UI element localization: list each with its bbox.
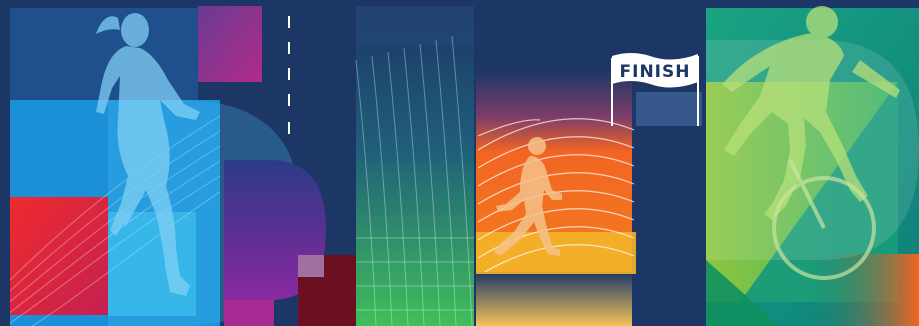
magenta-block <box>198 6 262 82</box>
female-runner-silhouette <box>96 13 200 296</box>
finish-label: FINISH <box>620 62 691 82</box>
finish-banner: FINISH <box>611 53 699 126</box>
male-runner-silhouette <box>494 137 562 256</box>
bicycle-wheel <box>772 159 876 280</box>
panel-purple <box>224 160 356 326</box>
cyclist-silhouette <box>722 6 900 220</box>
light-blue-block <box>108 212 196 316</box>
panel-green-cyclist <box>706 8 919 326</box>
red-block <box>10 197 108 315</box>
panel-green-strip <box>355 6 474 326</box>
